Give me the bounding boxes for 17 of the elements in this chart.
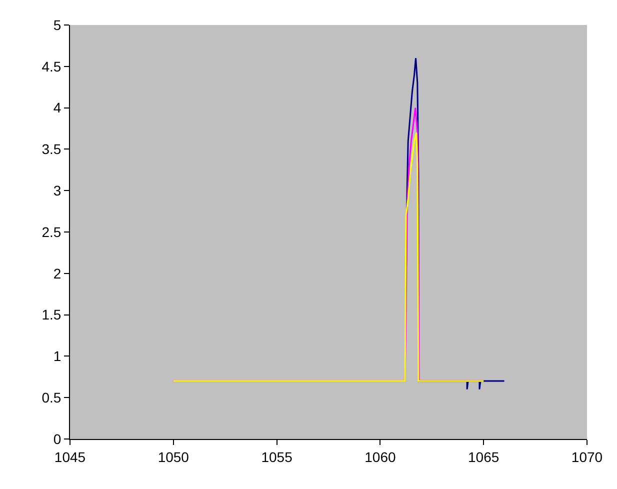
x-tick-label: 1060 [364,448,396,465]
y-tick-label: 0 [53,430,62,447]
x-tick-label: 1045 [54,448,86,465]
y-tick-label: 2.5 [42,224,62,240]
y-tick-label: 1.5 [42,306,62,323]
x-tick-label: 1065 [468,448,500,465]
y-tick-label: 0.5 [42,390,62,406]
x-tick-label: 1050 [158,448,190,465]
y-tick-label: 4 [53,100,62,116]
y-tick-label: 3 [53,182,62,198]
x-tick-label: 1070 [571,448,603,465]
x-tick-label: 1055 [261,448,293,465]
y-tick-label: 5 [53,16,62,33]
y-tick-label: 3.5 [42,141,62,158]
y-tick-label: 2 [53,265,62,282]
y-tick-label: 1 [53,348,62,364]
y-tick-label: 4.5 [42,58,62,74]
